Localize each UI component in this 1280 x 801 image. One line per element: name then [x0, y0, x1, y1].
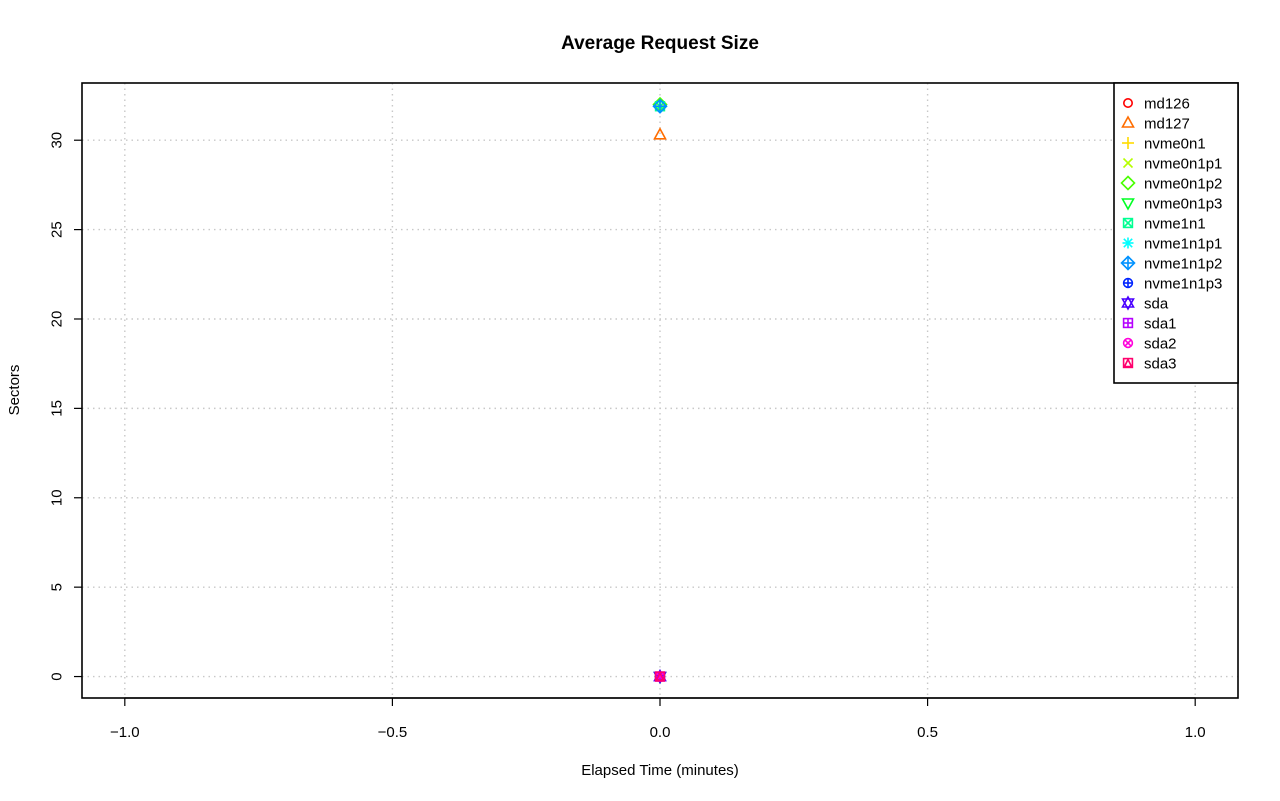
x-axis-label: Elapsed Time (minutes): [581, 762, 739, 779]
legend-label: nvme0n1p3: [1144, 196, 1222, 213]
y-tick-label: 10: [49, 489, 66, 506]
legend-item-sda1: sda1: [1122, 316, 1177, 333]
chart-title: Average Request Size: [561, 33, 759, 54]
legend-label: sda: [1144, 296, 1169, 313]
legend-label: nvme1n1p1: [1144, 236, 1222, 253]
legend-label: sda1: [1144, 316, 1177, 333]
data-point-md127: [653, 127, 667, 140]
legend-label: nvme0n1: [1144, 136, 1206, 153]
x-tick-label: 1.0: [1185, 724, 1206, 741]
legend-marker: [1122, 337, 1134, 349]
legend-marker: [1122, 357, 1134, 369]
legend-label: md127: [1144, 116, 1190, 133]
legend-item-nvme0n1p2: nvme0n1p2: [1120, 175, 1222, 193]
y-axis-label: Sectors: [6, 365, 23, 416]
legend-marker: [1122, 157, 1134, 169]
legend-item-nvme0n1: nvme0n1: [1122, 136, 1206, 153]
legend-label: sda2: [1144, 336, 1177, 353]
legend-marker: [1121, 295, 1135, 311]
legend-label: md126: [1144, 96, 1190, 113]
legend-marker: [1122, 137, 1134, 149]
legend-marker: [1121, 115, 1135, 128]
legend-label: nvme1n1: [1144, 216, 1206, 233]
legend-label: nvme1n1p2: [1144, 256, 1222, 273]
legend: md126 md127 nvme0n1 nvme0n1p1 nvme0n1p2 nvme0…: [1113, 82, 1239, 384]
legend-marker: [1122, 217, 1134, 229]
x-tick-label: −0.5: [378, 724, 408, 741]
legend-marker: [1121, 198, 1135, 211]
legend-marker: [1122, 317, 1134, 329]
legend-item-md126: md126: [1123, 96, 1190, 113]
legend-item-nvme0n1p1: nvme0n1p1: [1122, 156, 1222, 173]
grid: [82, 83, 1238, 698]
legend-item-sda: sda: [1121, 295, 1169, 313]
plot-frame: [81, 82, 1239, 699]
legend-label: nvme0n1p2: [1144, 176, 1222, 193]
x-axis: −1.0 −0.5 0.0 0.5 1.0: [110, 697, 1206, 741]
legend-item-sda3: sda3: [1122, 356, 1177, 373]
legend-label: nvme0n1p1: [1144, 156, 1222, 173]
legend-marker: [1120, 255, 1136, 271]
data-point-nvme1n1p2: [652, 98, 668, 114]
y-tick-label: 5: [49, 583, 66, 591]
y-tick-label: 30: [49, 132, 66, 149]
legend-item-sda2: sda2: [1122, 336, 1177, 353]
legend-marker: [1120, 175, 1136, 191]
y-tick-label: 0: [49, 672, 66, 680]
legend-item-nvme1n1p2: nvme1n1p2: [1120, 255, 1222, 273]
legend-item-nvme1n1p1: nvme1n1p1: [1122, 236, 1222, 253]
legend-item-nvme0n1p3: nvme0n1p3: [1121, 196, 1222, 213]
x-tick-label: 0.5: [917, 724, 938, 741]
data-points: [652, 96, 668, 685]
legend-label: sda3: [1144, 356, 1177, 373]
legend-item-nvme1n1: nvme1n1: [1122, 216, 1206, 233]
y-tick-label: 15: [49, 400, 66, 417]
legend-marker: [1123, 98, 1134, 109]
y-tick-label: 25: [49, 221, 66, 238]
y-tick-label: 20: [49, 311, 66, 328]
y-axis: 0 5 10 15 20 25 30: [49, 132, 82, 681]
legend-marker: [1122, 277, 1134, 289]
legend-item-nvme1n1p3: nvme1n1p3: [1122, 276, 1222, 293]
legend-marker: [1122, 237, 1134, 249]
x-tick-label: 0.0: [650, 724, 671, 741]
x-tick-label: −1.0: [110, 724, 140, 741]
legend-box: [1113, 82, 1239, 384]
legend-label: nvme1n1p3: [1144, 276, 1222, 293]
legend-item-md127: md127: [1121, 115, 1190, 133]
data-point-sda3: [654, 671, 666, 682]
